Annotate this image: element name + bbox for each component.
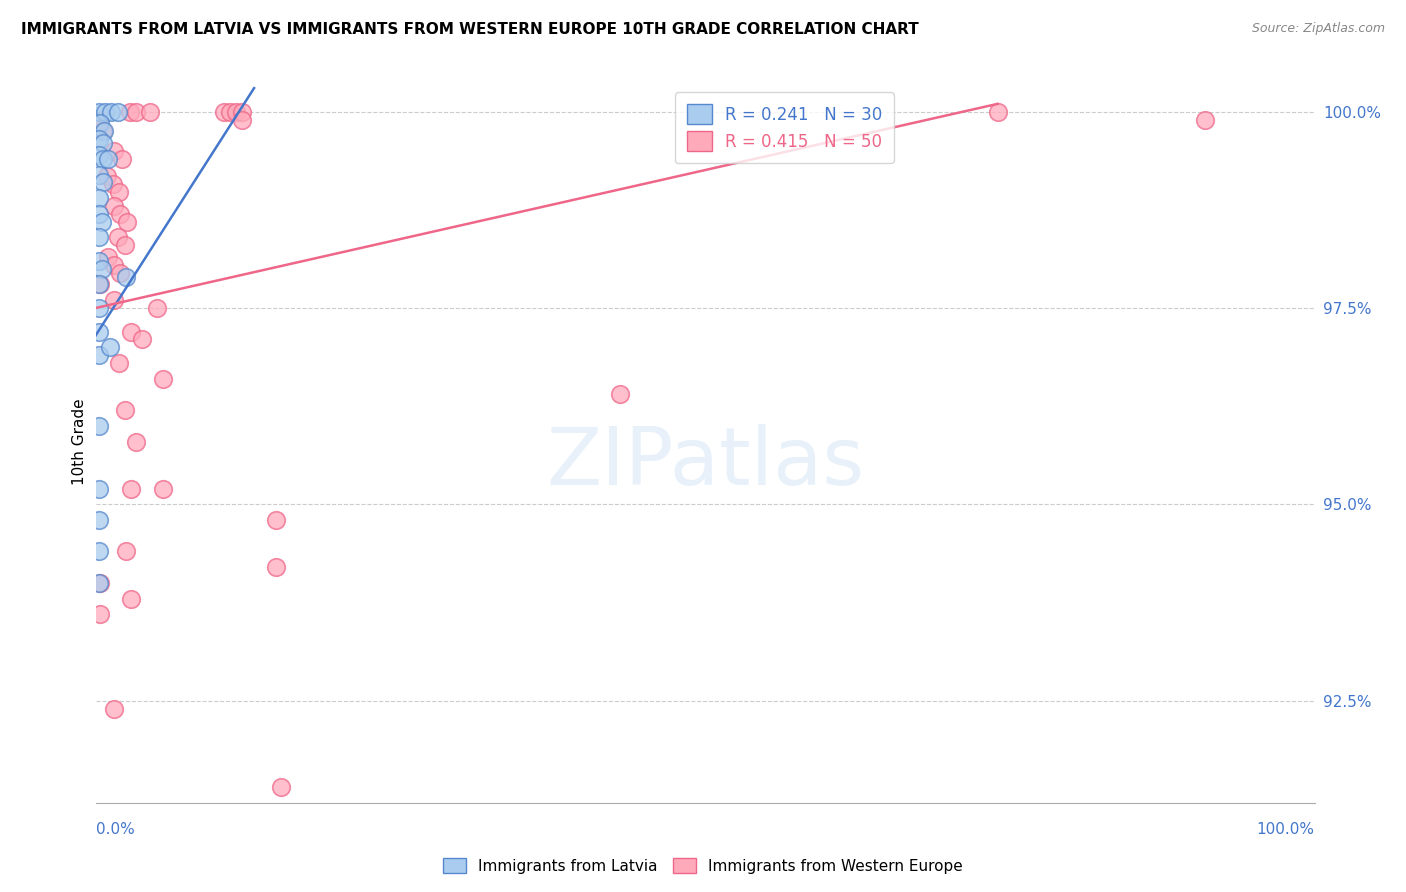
Point	[91, 152, 114, 166]
Point	[115, 269, 138, 284]
Point	[89, 104, 111, 119]
Point	[89, 575, 111, 590]
Point	[264, 560, 287, 574]
Point	[270, 780, 292, 794]
Point	[120, 482, 142, 496]
Point	[107, 230, 129, 244]
Point	[152, 482, 174, 496]
Point	[131, 333, 153, 347]
Point	[89, 301, 111, 315]
Point	[97, 250, 120, 264]
Point	[170, 827, 193, 841]
Point	[89, 348, 111, 362]
Point	[89, 277, 111, 292]
Point	[89, 325, 111, 339]
Point	[231, 112, 253, 127]
Legend: R = 0.241   N = 30, R = 0.415   N = 50: R = 0.241 N = 30, R = 0.415 N = 50	[675, 92, 894, 163]
Point	[125, 434, 148, 449]
Text: Source: ZipAtlas.com: Source: ZipAtlas.com	[1251, 22, 1385, 36]
Point	[120, 325, 142, 339]
Point	[91, 175, 114, 189]
Point	[103, 258, 125, 272]
Point	[117, 214, 139, 228]
Point	[212, 104, 235, 119]
Point	[89, 148, 111, 162]
Point	[103, 199, 125, 213]
Point	[89, 544, 111, 558]
Point	[89, 254, 111, 268]
Point	[89, 277, 111, 292]
Point	[139, 104, 162, 119]
Point	[89, 116, 111, 130]
Point	[115, 544, 138, 558]
Point	[89, 607, 111, 622]
Text: ZIPatlas: ZIPatlas	[546, 425, 865, 502]
Text: 100.0%: 100.0%	[1257, 822, 1315, 837]
Point	[152, 372, 174, 386]
Point	[118, 104, 141, 119]
Text: IMMIGRANTS FROM LATVIA VS IMMIGRANTS FROM WESTERN EUROPE 10TH GRADE CORRELATION : IMMIGRANTS FROM LATVIA VS IMMIGRANTS FRO…	[21, 22, 920, 37]
Point	[231, 104, 253, 119]
Point	[89, 114, 111, 128]
Point	[91, 124, 114, 138]
Point	[90, 261, 112, 276]
Point	[1194, 112, 1216, 127]
Point	[94, 104, 117, 119]
Point	[91, 136, 114, 150]
Point	[107, 356, 129, 370]
Point	[103, 293, 125, 308]
Point	[125, 104, 148, 119]
Y-axis label: 10th Grade: 10th Grade	[72, 398, 87, 485]
Point	[225, 104, 247, 119]
Point	[218, 104, 240, 119]
Point	[108, 266, 131, 280]
Point	[89, 132, 111, 146]
Point	[89, 191, 111, 205]
Text: 0.0%: 0.0%	[96, 822, 135, 837]
Point	[93, 124, 115, 138]
Point	[108, 207, 131, 221]
Point	[987, 104, 1010, 119]
Point	[609, 387, 631, 401]
Point	[96, 169, 118, 183]
Point	[107, 185, 129, 199]
Point	[145, 301, 167, 315]
Point	[89, 513, 111, 527]
Point	[100, 104, 122, 119]
Point	[97, 152, 120, 166]
Point	[89, 207, 111, 221]
Point	[89, 575, 111, 590]
Point	[107, 104, 129, 119]
Point	[114, 238, 136, 252]
Point	[89, 230, 111, 244]
Point	[90, 214, 112, 228]
Point	[111, 152, 134, 166]
Point	[114, 403, 136, 417]
Point	[120, 591, 142, 606]
Point	[264, 513, 287, 527]
Point	[89, 168, 111, 182]
Legend: Immigrants from Latvia, Immigrants from Western Europe: Immigrants from Latvia, Immigrants from …	[437, 852, 969, 880]
Point	[114, 874, 136, 888]
Point	[103, 701, 125, 715]
Point	[101, 177, 124, 191]
Point	[89, 418, 111, 433]
Point	[98, 340, 121, 354]
Point	[89, 482, 111, 496]
Point	[103, 144, 125, 158]
